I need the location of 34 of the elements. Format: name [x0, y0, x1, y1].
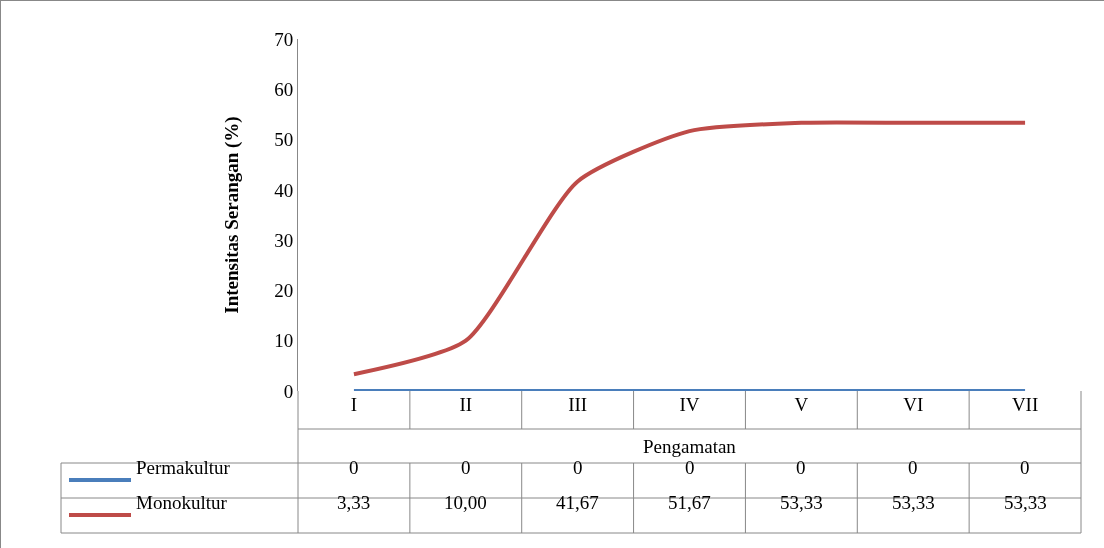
data-label: 41,67 [556, 492, 599, 513]
data-label: 51,67 [668, 492, 711, 513]
line-series [351, 120, 1028, 377]
data-label: 53,33 [780, 492, 823, 513]
legend-label: Permakultur [136, 457, 231, 478]
data-label: 3,33 [337, 492, 371, 513]
data-label: 0 [908, 457, 918, 478]
y-tick-label: 70 [274, 28, 294, 50]
x-axis-title: Pengamatan [643, 436, 737, 457]
x-tick-label: IV [679, 394, 700, 415]
y-tick-label: 20 [274, 280, 294, 302]
data-label: 0 [1020, 457, 1030, 478]
x-tick-label: I [350, 394, 358, 415]
y-axis-title: Intensitas Serangan (%) [221, 116, 244, 314]
y-tick-label: 10 [274, 330, 294, 352]
x-tick-label: VI [903, 394, 924, 415]
data-label: 53,33 [892, 492, 935, 513]
data-label: 0 [796, 457, 806, 478]
y-tick-label: 60 [274, 78, 294, 100]
y-tick-label: 40 [274, 179, 294, 201]
data-label: 0 [349, 457, 359, 478]
data-label: 0 [573, 457, 583, 478]
data-label: 53,33 [1004, 492, 1047, 513]
data-label: 0 [461, 457, 471, 478]
y-tick-label: 50 [274, 129, 294, 151]
data-label: 0 [685, 457, 695, 478]
x-tick-label: II [459, 394, 473, 415]
y-tick-label: 30 [274, 229, 294, 251]
data-label: 10,00 [444, 492, 487, 513]
x-tick-label: V [794, 394, 809, 415]
x-tick-label: VII [1011, 394, 1039, 415]
y-tick-label: 0 [283, 380, 294, 402]
legend-label: Monokultur [136, 492, 228, 513]
x-tick-label: III [568, 394, 588, 415]
